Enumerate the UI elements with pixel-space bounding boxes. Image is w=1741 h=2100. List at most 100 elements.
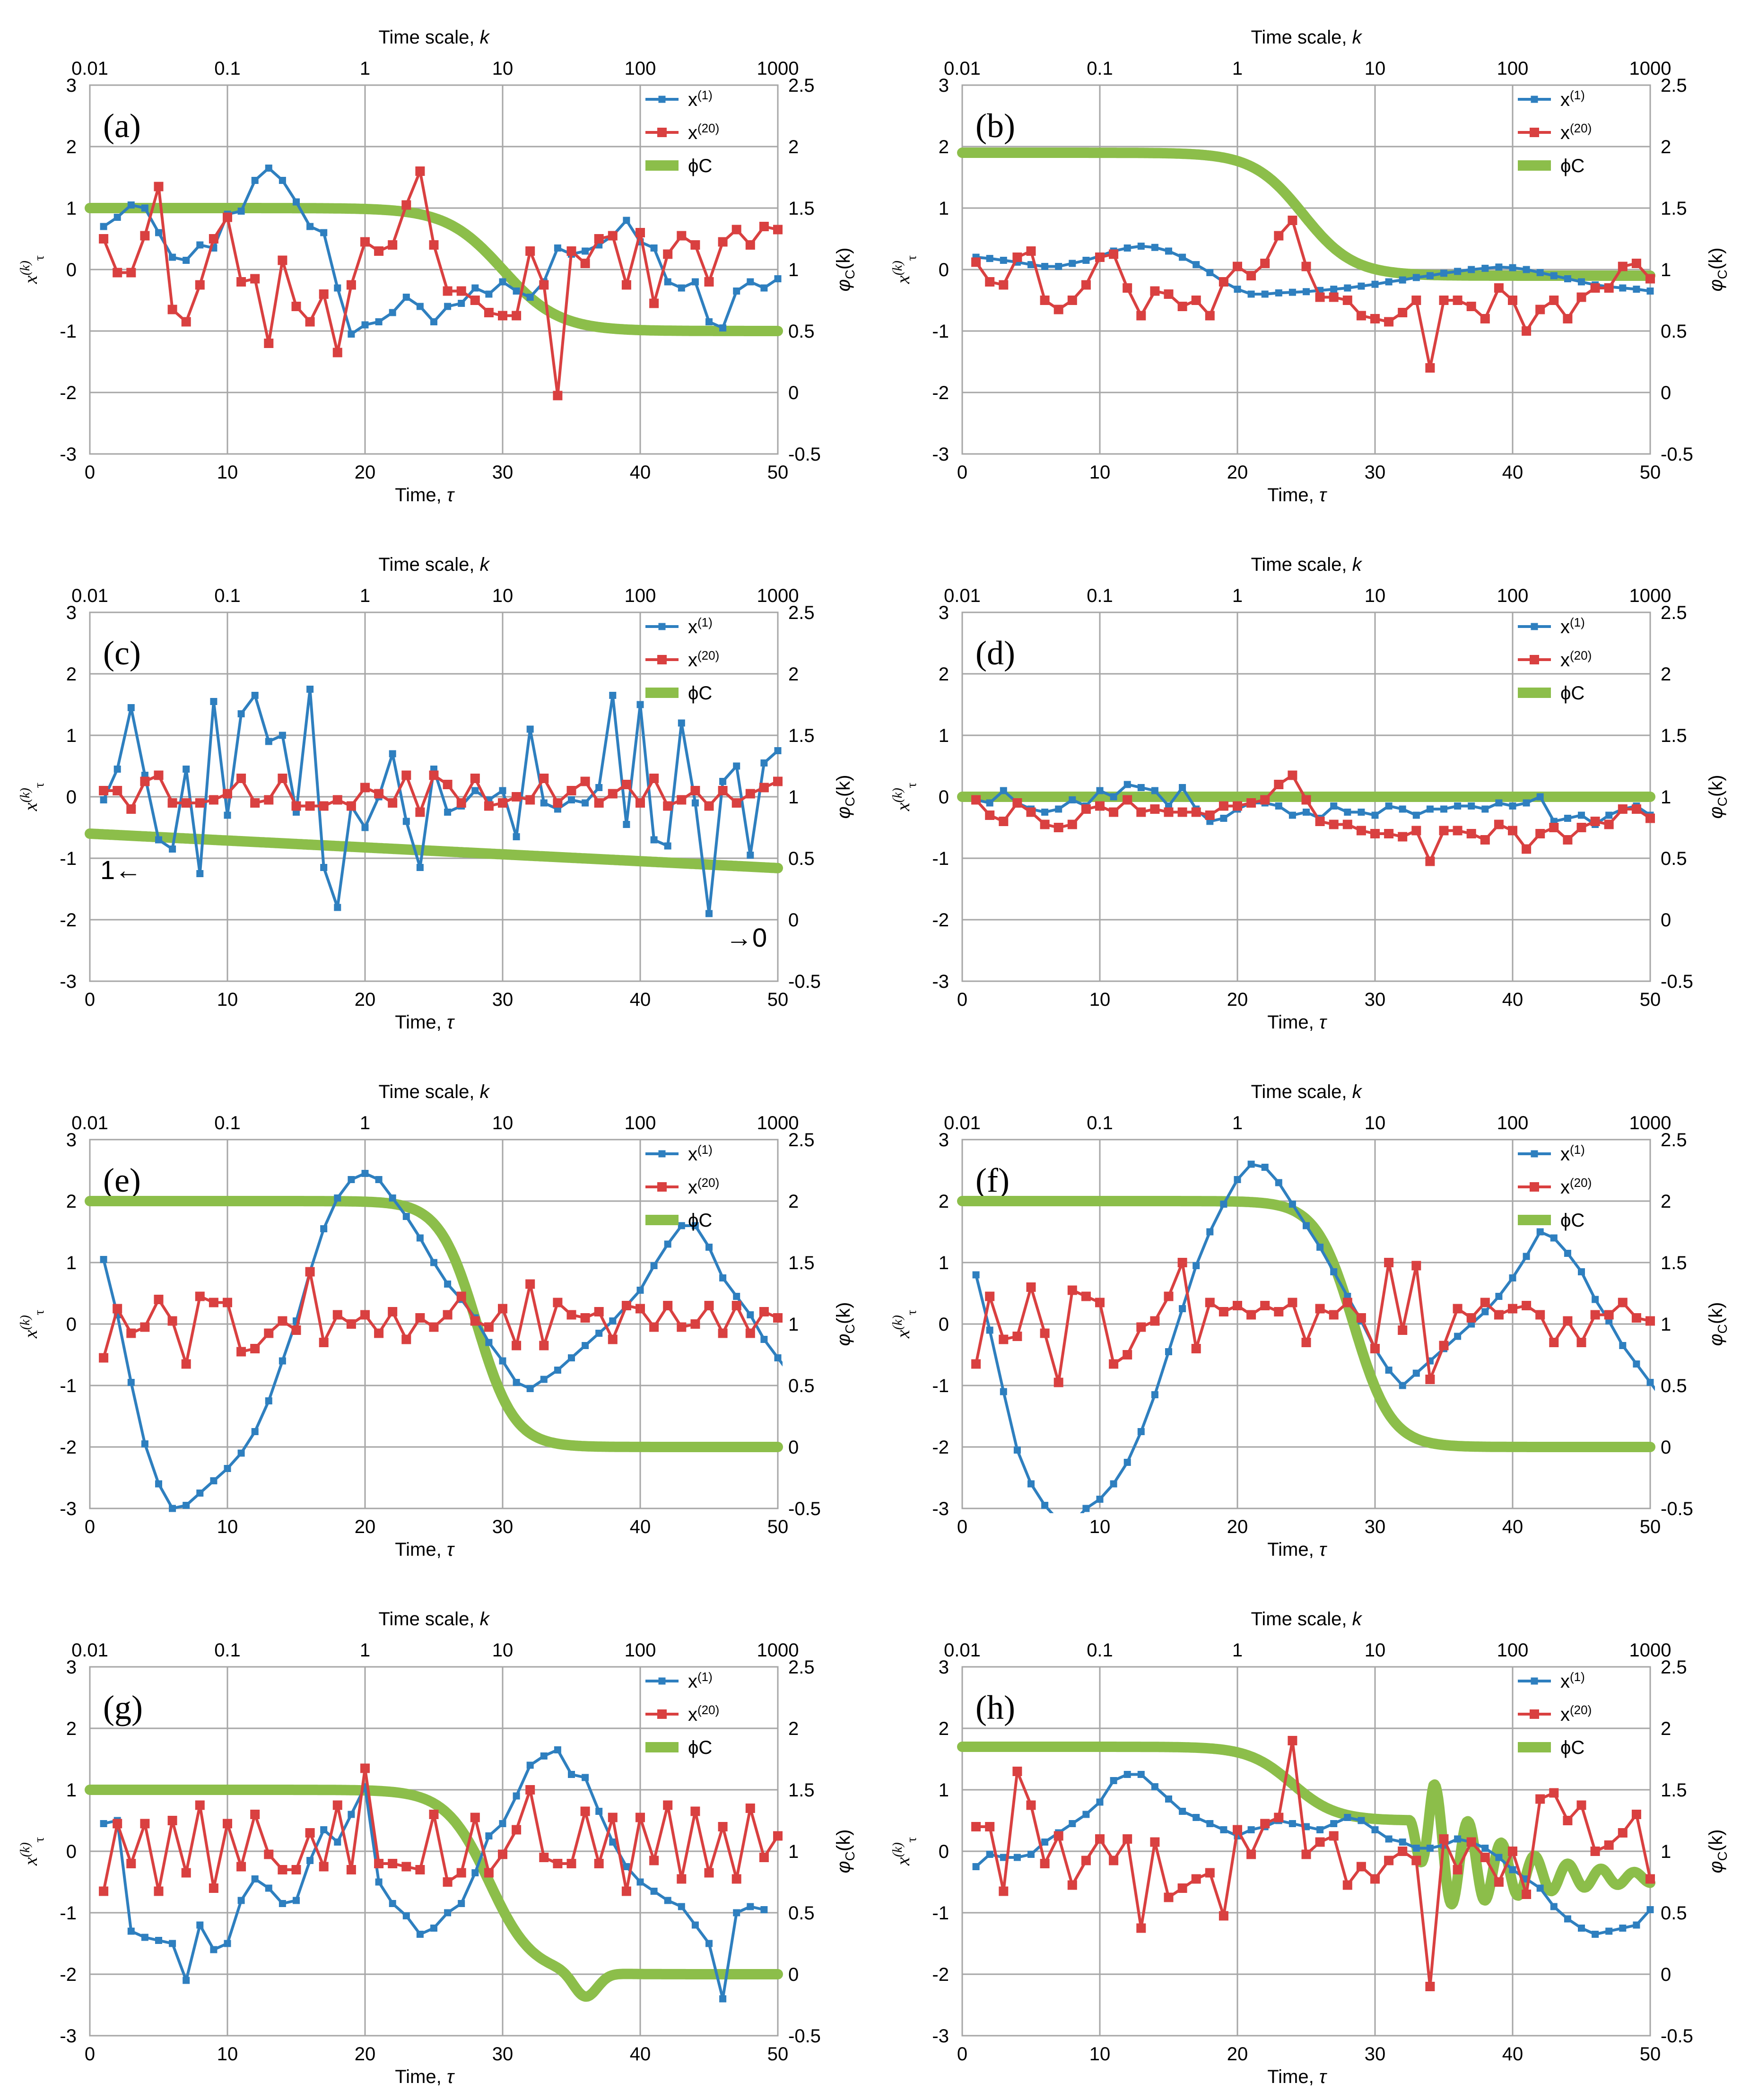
x1-point	[183, 257, 190, 264]
x20-point	[167, 305, 177, 314]
x1-point	[1426, 805, 1434, 813]
x1-point	[430, 318, 437, 325]
x20-point	[126, 268, 136, 278]
x20-point	[236, 1347, 246, 1357]
x1-point	[416, 1234, 424, 1242]
x1-point	[1619, 1925, 1627, 1932]
y2-axis-title: φC(k)	[833, 1302, 857, 1346]
panel-label: (f)	[975, 1161, 1010, 1199]
x20-point	[498, 1849, 507, 1859]
x20-point	[580, 1806, 590, 1816]
x20-point	[1618, 1828, 1628, 1838]
x-tick-label: 10	[1089, 2044, 1111, 2065]
x1-point	[389, 750, 396, 758]
x20-point	[663, 1800, 673, 1810]
x1-point	[972, 1863, 980, 1870]
x1-point	[733, 288, 740, 295]
x20-point	[1494, 1310, 1504, 1320]
x1-point	[334, 1194, 341, 1202]
x20-point	[264, 1328, 274, 1338]
x1-point	[1523, 266, 1530, 273]
x20-point	[1425, 856, 1435, 866]
x1-point	[609, 1839, 617, 1846]
x1-point	[719, 1995, 727, 2003]
x1-point	[169, 845, 176, 853]
x1-point	[1412, 274, 1420, 281]
x1-point	[320, 864, 328, 871]
y2-tick-label: 2.5	[788, 75, 815, 96]
x20-point	[346, 1865, 356, 1874]
x1-point	[554, 244, 561, 252]
x20-point	[553, 798, 563, 808]
x1-point	[733, 762, 740, 770]
x1-point	[237, 710, 245, 717]
x20-point	[1466, 829, 1476, 838]
x20-point	[1398, 308, 1408, 317]
x1-point	[499, 1820, 506, 1827]
x20-point	[1411, 1856, 1421, 1865]
x20-point	[126, 1328, 136, 1338]
x1-point	[986, 799, 993, 807]
y2-tick-label: -0.5	[1661, 1499, 1693, 1519]
y2-tick-label: 0.5	[788, 1376, 815, 1396]
x20-point	[1563, 1816, 1573, 1825]
x1-point	[100, 796, 107, 803]
x1-point	[1481, 1845, 1489, 1852]
x1-point	[540, 1752, 548, 1760]
plot-frame	[961, 84, 1651, 455]
x20-point	[663, 801, 673, 811]
x20-point	[512, 792, 522, 802]
y2-tick-label: 1	[788, 1841, 799, 1862]
x20-point	[1549, 823, 1559, 832]
x1-point	[141, 204, 148, 212]
x20-point	[1067, 1880, 1077, 1890]
x1-point	[155, 229, 162, 236]
x-tick-label: 50	[1640, 989, 1661, 1010]
x20-point	[1453, 1304, 1462, 1314]
y2-tick-label: -0.5	[1661, 971, 1693, 992]
y2-tick-label: 0.5	[1661, 1376, 1687, 1396]
y-tick-label: -3	[60, 971, 77, 992]
x-tick-label: 10	[217, 2044, 238, 2065]
x1-point	[1495, 799, 1503, 807]
x1-point	[1564, 275, 1571, 282]
x20-point	[1109, 807, 1119, 817]
x20-point	[1288, 770, 1297, 780]
x20-point	[971, 1822, 981, 1831]
x-tick-label: 30	[492, 1516, 514, 1537]
x20-point	[1329, 819, 1339, 829]
x20-point	[580, 259, 590, 268]
x1-point	[237, 1449, 245, 1457]
x1-point	[1399, 276, 1406, 284]
x1-point	[348, 331, 355, 338]
x20-point	[690, 1319, 700, 1329]
x1-point	[1110, 1480, 1117, 1488]
x1-point	[155, 836, 162, 844]
x-tick-label: 40	[1502, 2044, 1523, 2065]
x1-point	[1564, 815, 1571, 822]
x1-point	[1330, 286, 1338, 293]
x-tick-label: 30	[1365, 2044, 1386, 2065]
x1-point	[1316, 1826, 1324, 1833]
x20-point	[1384, 1856, 1394, 1865]
x-tick-label: 20	[1227, 2044, 1248, 2065]
x20-point	[167, 1816, 177, 1825]
x20-point	[484, 308, 494, 317]
y2-tick-label: 2	[788, 1718, 799, 1739]
x1-point	[141, 1934, 148, 1941]
x20-point	[126, 1859, 136, 1868]
x20-point	[985, 1291, 995, 1301]
x20-point	[1618, 261, 1628, 271]
x20-point	[388, 1859, 398, 1868]
x1-point	[719, 1274, 727, 1281]
x1-point	[705, 1244, 713, 1251]
x-tick-label: 40	[1502, 462, 1523, 483]
x1-point	[1179, 1808, 1186, 1815]
x1-point	[650, 244, 658, 252]
top-tick-label: 1000	[1629, 585, 1671, 606]
x20-point	[985, 1822, 995, 1831]
y-tick-label: -2	[932, 910, 949, 931]
x1-point	[279, 1357, 286, 1365]
x1-point	[1082, 257, 1090, 264]
chart-panel-g: 0 10 20 30 40 50 -3 -2 -1 0 1 2 3 -0.5 0 0.5 1 1.5 2 2.5 0.0…	[18, 1609, 857, 2087]
